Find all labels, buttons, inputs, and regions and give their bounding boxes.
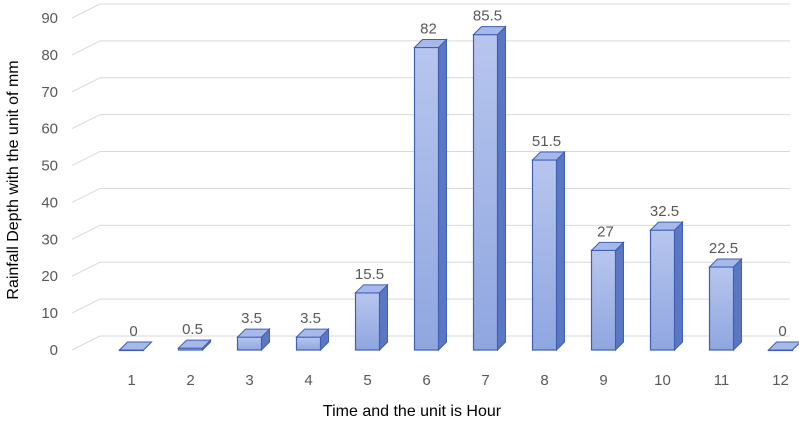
bar-5 [354, 283, 389, 352]
bar-6 [413, 38, 448, 352]
data-label: 3.5 [300, 310, 321, 327]
bar-7 [472, 25, 507, 352]
bar-front [649, 229, 676, 351]
data-label: 0 [778, 323, 786, 340]
x-tick-label: 1 [127, 372, 135, 389]
x-tick-label: 8 [540, 372, 548, 389]
gridline-diagonal [71, 114, 101, 130]
data-label: 0.5 [182, 321, 203, 338]
gridline-diagonal [71, 224, 101, 240]
data-label: 0 [129, 323, 137, 340]
x-tick-label: 7 [481, 372, 489, 389]
x-axis-title: Time and the unit is Hour [323, 403, 502, 420]
y-tick-label: 20 [41, 268, 58, 285]
x-tick-label: 6 [422, 372, 430, 389]
x-tick-label: 11 [714, 372, 730, 389]
bar-top [118, 341, 153, 351]
x-axis-ticks: 1 2 3 4 5 6 7 8 9 10 11 12 [127, 372, 789, 389]
y-axis-title: Rainfall Depth with the unit of mm [5, 60, 22, 299]
x-tick-label: 4 [304, 372, 312, 389]
gridline-diagonal [71, 77, 101, 93]
bar-front [354, 292, 381, 351]
data-label: 3.5 [241, 310, 262, 327]
bar-11 [708, 257, 743, 352]
y-tick-label: 40 [41, 194, 58, 211]
bar-top [590, 241, 625, 251]
bar-top [649, 221, 684, 231]
bar-top [472, 26, 507, 36]
y-tick-label: 50 [41, 158, 58, 175]
gridline-diagonal [71, 151, 101, 167]
bar-side [674, 220, 683, 352]
data-label: 85.5 [473, 8, 502, 25]
gridline-diagonal [71, 40, 101, 56]
y-tick-label: 0 [50, 342, 58, 359]
data-label: 82 [420, 21, 437, 38]
bar-side [556, 150, 565, 352]
bar-12 [767, 341, 799, 352]
y-tick-label: 70 [41, 84, 58, 101]
bar-front [236, 336, 263, 351]
bar-3 [236, 327, 271, 352]
bar-front [413, 46, 440, 351]
bar-2 [177, 338, 212, 352]
bar-9 [590, 241, 625, 352]
y-tick-label: 90 [41, 10, 58, 27]
bar-1 [118, 341, 153, 352]
bar-side [379, 283, 388, 352]
bar-front [531, 159, 558, 351]
data-labels: 0 0.5 3.5 3.5 15.5 82 85.5 51.5 27 32.5 22.5 0 [129, 8, 786, 340]
bar-10 [649, 220, 684, 352]
x-tick-label: 9 [599, 372, 607, 389]
x-tick-label: 5 [363, 372, 371, 389]
data-label: 15.5 [355, 266, 384, 283]
x-tick-label: 3 [245, 372, 253, 389]
x-tick-label: 12 [772, 372, 789, 389]
bar-top [295, 328, 330, 338]
gridline-diagonal [71, 187, 101, 203]
gridline-diagonal [71, 298, 101, 314]
y-tick-label: 10 [41, 305, 58, 322]
bar-top [177, 339, 212, 349]
gridline-diagonal [71, 261, 101, 277]
bar-top [531, 151, 566, 161]
gridline-diagonal [71, 335, 101, 351]
x-tick-label: 10 [654, 372, 671, 389]
bar-top [413, 39, 448, 49]
data-label: 32.5 [650, 203, 679, 220]
bars [118, 25, 799, 352]
bar-front [590, 249, 617, 351]
bar-front [295, 336, 322, 351]
y-tick-label: 80 [41, 47, 58, 64]
bar-top [354, 284, 389, 294]
data-label: 51.5 [532, 133, 561, 150]
bar-side [497, 25, 506, 352]
gridline-diagonal [71, 3, 101, 19]
bar-side [733, 257, 742, 352]
y-axis-ticks: 0 10 20 30 40 50 60 70 80 90 [41, 10, 58, 359]
bar-top [708, 258, 743, 268]
bar-8 [531, 150, 566, 352]
data-label: 27 [597, 223, 614, 240]
bar-side [615, 241, 624, 352]
bar-side [438, 38, 447, 352]
bar-front [472, 33, 499, 351]
bar-top [767, 341, 799, 351]
bar-top [236, 328, 271, 338]
bar-4 [295, 327, 330, 352]
y-tick-label: 60 [41, 121, 58, 138]
bar-front [708, 266, 735, 351]
y-tick-label: 30 [41, 231, 58, 248]
x-tick-label: 2 [186, 372, 194, 389]
data-label: 22.5 [709, 240, 738, 257]
